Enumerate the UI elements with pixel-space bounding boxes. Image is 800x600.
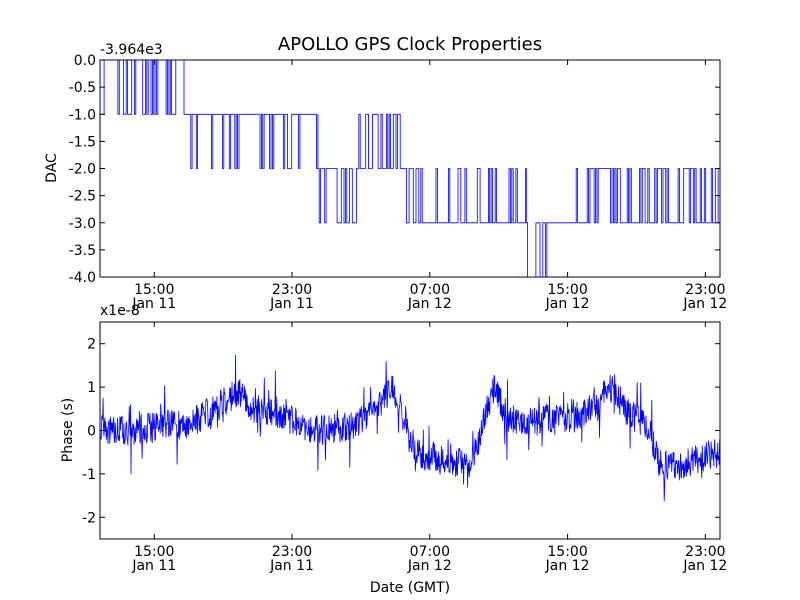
- phase-y-tick-label: -2: [82, 510, 96, 526]
- phase-y-axis-label: Phase (s): [60, 398, 76, 462]
- dac-offset-label: -3.964e3: [100, 42, 163, 58]
- phase-y-tick-label: -1: [82, 467, 96, 483]
- dac-y-tick-label: -2.5: [69, 189, 96, 205]
- dac-y-tick-label: 0.0: [74, 53, 96, 69]
- dac-y-tick-label: -4.0: [69, 270, 96, 286]
- dac-y-tick-label: -1.5: [69, 134, 96, 150]
- dac-y-tick-label: -3.5: [69, 243, 96, 259]
- dac-x-tick-date: Jan 12: [682, 296, 727, 312]
- phase-x-tick-time: 15:00: [134, 544, 174, 560]
- phase-x-tick-time: 15:00: [547, 544, 587, 560]
- phase-x-tick-time: 07:00: [410, 544, 450, 560]
- x-axis-label: Date (GMT): [370, 580, 450, 596]
- dac-x-tick-time: 23:00: [272, 282, 312, 298]
- dac-y-tick-label: -1.0: [69, 107, 96, 123]
- phase-offset-label: x1e-8: [100, 303, 140, 319]
- phase-series-line: [100, 354, 720, 502]
- dac-y-tick-label: -3.0: [69, 216, 96, 232]
- dac-chart: 0.0 -0.5 -1.0 -1.5 -2.0 -2.5 -3.0 -3.5 -4.0 15:0…: [44, 42, 727, 312]
- phase-x-tick-time: 23:00: [685, 544, 725, 560]
- phase-plot-frame: [99, 321, 721, 540]
- dac-y-ticks: 0.0 -0.5 -1.0 -1.5 -2.0 -2.5 -3.0 -3.5 -4.0: [69, 53, 720, 286]
- phase-y-tick-label: 2: [87, 337, 96, 353]
- dac-x-tick-time: 15:00: [547, 282, 587, 298]
- phase-y-tick-label: 1: [87, 380, 96, 396]
- dac-y-axis-label: DAC: [44, 153, 60, 183]
- phase-x-tick-date: Jan 12: [545, 558, 590, 574]
- dac-series-line: [100, 60, 720, 277]
- dac-x-tick-date: Jan 11: [269, 296, 314, 312]
- dac-y-tick-label: -2.0: [69, 162, 96, 178]
- phase-x-tick-date: Jan 11: [131, 558, 176, 574]
- phase-x-tick-date: Jan 11: [269, 558, 314, 574]
- phase-series: [100, 354, 720, 502]
- phase-y-ticks: 2 1 0 -1 -2: [82, 337, 720, 526]
- dac-x-tick-time: 23:00: [685, 282, 725, 298]
- dac-x-tick-date: Jan 11: [131, 296, 176, 312]
- phase-x-tick-date: Jan 12: [407, 558, 452, 574]
- phase-x-tick-time: 23:00: [272, 544, 312, 560]
- dac-series: [100, 60, 720, 277]
- dac-x-tick-date: Jan 12: [545, 296, 590, 312]
- dac-y-tick-label: -0.5: [69, 80, 96, 96]
- dac-x-tick-time: 07:00: [410, 282, 450, 298]
- chart-title: APOLLO GPS Clock Properties: [278, 34, 542, 55]
- dac-x-tick-date: Jan 12: [407, 296, 452, 312]
- phase-y-tick-label: 0: [87, 424, 96, 440]
- phase-x-tick-date: Jan 12: [682, 558, 727, 574]
- dac-x-tick-time: 15:00: [134, 282, 174, 298]
